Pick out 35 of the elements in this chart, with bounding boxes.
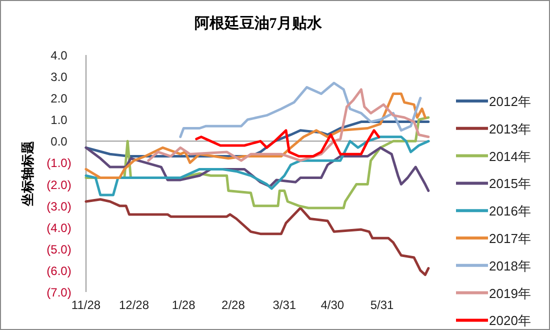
- y-tick-label: (6.0): [46, 264, 72, 278]
- legend-label: 2020年: [489, 313, 531, 328]
- x-tick-label: 12/28: [118, 298, 150, 312]
- y-tick-label: (1.0): [46, 156, 72, 170]
- y-tick-label: (3.0): [46, 199, 72, 214]
- legend-label: 2019年: [489, 286, 531, 301]
- line-series: [84, 136, 430, 196]
- legend-label: 2017年: [489, 231, 531, 246]
- legend-label: 2016年: [489, 204, 531, 219]
- legend-label: 2015年: [489, 176, 531, 192]
- line-series: [179, 82, 422, 138]
- x-tick-label: 2/28: [222, 298, 246, 312]
- line-series: [147, 88, 430, 162]
- legend-label: 2012年: [489, 94, 531, 109]
- y-tick-label: (2.0): [46, 178, 72, 192]
- y-tick-label: 0.0: [50, 134, 68, 149]
- chart-title: 阿根廷豆油7月贴水: [194, 15, 323, 32]
- x-tick-label: 11/28: [71, 298, 101, 312]
- x-tick-label: 3/31: [272, 298, 296, 312]
- y-tick-label: 1.0: [50, 113, 68, 128]
- y-tick-label: (7.0): [46, 286, 72, 300]
- x-tick-label: 1/28: [172, 298, 196, 312]
- legend-label: 2013年: [489, 121, 531, 136]
- y-tick-label: 2.0: [50, 92, 68, 106]
- y-tick-label: 4.0: [50, 48, 68, 62]
- y-tick-label: (5.0): [46, 242, 72, 256]
- y-tick-label: (4.0): [46, 220, 72, 235]
- line-series: [195, 129, 380, 158]
- legend-label: 2014年: [489, 148, 531, 164]
- legend-label: 2018年: [489, 258, 531, 274]
- x-tick-label: 5/31: [370, 298, 394, 312]
- line-series: [84, 198, 430, 276]
- y-axis-title: 坐标轴标题: [20, 141, 35, 207]
- y-tick-label: 3.0: [50, 70, 68, 84]
- x-tick-label: 4/30: [320, 298, 344, 312]
